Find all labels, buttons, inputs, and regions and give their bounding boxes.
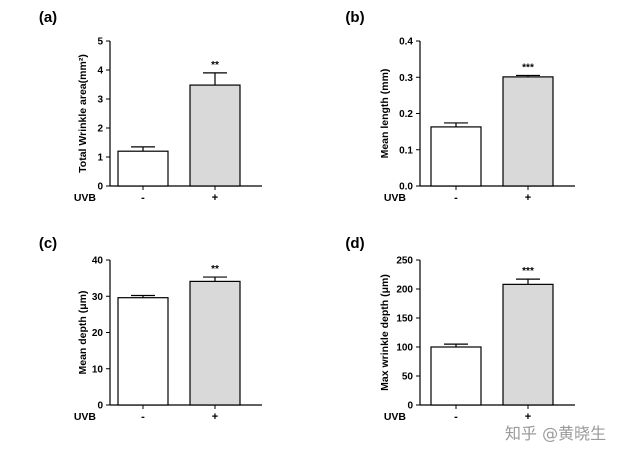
- y-tick-label: 20: [92, 328, 104, 339]
- bar-uvb: [502, 283, 554, 406]
- chart-panel-3: (c) 0 10 20 30 40 Mean depth (μm) - ** + UVB: [39, 235, 262, 423]
- bar-control: [430, 126, 482, 187]
- bar-control: [117, 150, 169, 187]
- x-tick-label: +: [525, 411, 531, 423]
- y-tick-label: 50: [402, 372, 414, 383]
- watermark-text: 知乎 @黄晓生: [505, 424, 607, 443]
- y-tick-label: 0: [97, 182, 103, 193]
- x-tick-label: -: [141, 411, 145, 423]
- y-tick-label: 0: [97, 401, 103, 412]
- significance-label: **: [211, 264, 219, 275]
- significance-label: ***: [522, 266, 534, 277]
- panel-label: (a): [39, 9, 57, 26]
- y-axis-title: Mean depth (μm): [77, 290, 89, 374]
- y-axis-title: Max wrinkle depth (μm): [379, 274, 391, 391]
- bar-uvb: [502, 76, 554, 187]
- panel-label: (b): [345, 9, 364, 26]
- panel-label: (d): [345, 235, 364, 252]
- y-tick-label: 2: [97, 124, 103, 135]
- bar-uvb: [189, 84, 241, 187]
- y-tick-label: 250: [396, 256, 413, 267]
- x-tick-label: +: [212, 411, 218, 423]
- y-tick-label: 5: [97, 37, 103, 48]
- group-label: UVB: [74, 411, 97, 423]
- bar-control: [117, 297, 169, 406]
- y-tick-label: 10: [92, 364, 104, 375]
- y-axis-title: Total Wrinkle area(mm²): [77, 54, 89, 173]
- significance-label: ***: [522, 62, 534, 73]
- group-label: UVB: [384, 192, 407, 204]
- x-tick-label: -: [454, 192, 458, 204]
- panel-label: (c): [39, 235, 57, 252]
- significance-label: **: [211, 60, 219, 71]
- x-tick-label: +: [212, 192, 218, 204]
- y-tick-label: 0: [407, 401, 413, 412]
- y-tick-label: 0.3: [399, 73, 413, 84]
- y-tick-label: 30: [92, 292, 104, 303]
- y-tick-label: 100: [396, 343, 413, 354]
- y-tick-label: 150: [396, 314, 413, 325]
- y-tick-label: 3: [97, 95, 103, 106]
- y-tick-label: 40: [92, 256, 104, 267]
- y-tick-label: 0.4: [399, 37, 413, 48]
- x-tick-label: -: [141, 192, 145, 204]
- bar-uvb: [189, 280, 241, 406]
- x-tick-label: -: [454, 411, 458, 423]
- chart-panel-2: (b) 0.0 0.1 0.2 0.3 0.4 Mean length (mm) - *** + U…: [345, 9, 575, 204]
- y-axis-title: Mean length (mm): [379, 69, 391, 159]
- bar-control: [430, 346, 482, 406]
- y-tick-label: 200: [396, 285, 413, 296]
- chart-panel-4: (d) 0 50 100 150 200 250 Max wrinkle depth (μm)…: [345, 235, 575, 423]
- y-tick-label: 0.0: [399, 182, 413, 193]
- y-tick-label: 0.1: [399, 145, 413, 156]
- x-tick-label: +: [525, 192, 531, 204]
- chart-panel-1: (a) 0 1 2 3 4 5 Total Wrinkle area(mm²) - ** + UVB: [39, 9, 262, 204]
- group-label: UVB: [74, 192, 97, 204]
- y-tick-label: 0.2: [399, 109, 413, 120]
- group-label: UVB: [384, 411, 407, 423]
- y-tick-label: 1: [97, 153, 103, 164]
- y-tick-label: 4: [97, 66, 103, 77]
